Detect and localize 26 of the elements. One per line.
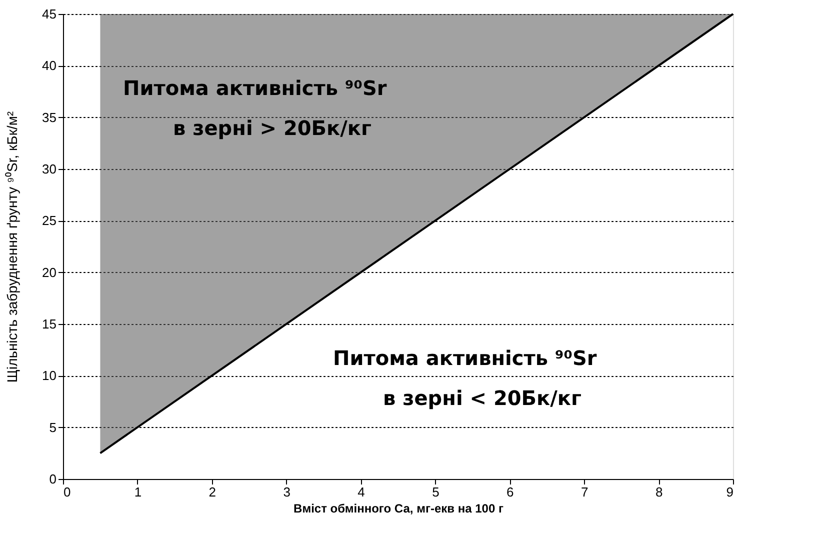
x-tick-label: 4 [358, 484, 365, 500]
y-tick-label: 30 [42, 162, 56, 176]
y-tick-label: 15 [42, 316, 56, 332]
y-tick-label: 10 [42, 368, 56, 384]
y-tick-label: 20 [42, 264, 56, 280]
x-tick-label: 6 [506, 484, 514, 500]
x-axis-title: Вміст обмінного Са, мг-екв на 100 г [294, 502, 504, 516]
annotation: Питома активність ⁹⁰Sr [333, 346, 597, 370]
y-tick-label: 45 [42, 6, 56, 22]
y-tick-label: 5 [49, 420, 56, 435]
y-tick-label: 40 [42, 58, 56, 74]
x-tick-label: 3 [283, 484, 290, 500]
x-tick-label: 9 [726, 484, 734, 500]
annotation: в зерні < 20Бк/кг [383, 386, 582, 410]
x-tick-label: 2 [208, 484, 216, 500]
x-tick-label: 8 [655, 484, 663, 500]
annotation: в зерні > 20Бк/кг [173, 116, 372, 140]
y-tick-label: 35 [42, 110, 56, 125]
x-tick-label: 7 [580, 484, 588, 500]
y-tick-label: 25 [42, 213, 56, 228]
x-tick-label: 0 [64, 484, 71, 500]
annotation: Питома активність ⁹⁰Sr [123, 76, 387, 100]
x-tick-label: 1 [134, 484, 142, 500]
y-tick-label: 0 [49, 472, 56, 486]
x-tick-label: 5 [432, 484, 440, 500]
y-axis-title: Щільність забруднення ґрунту ⁹⁰Sr, кБк/м² [4, 111, 20, 383]
